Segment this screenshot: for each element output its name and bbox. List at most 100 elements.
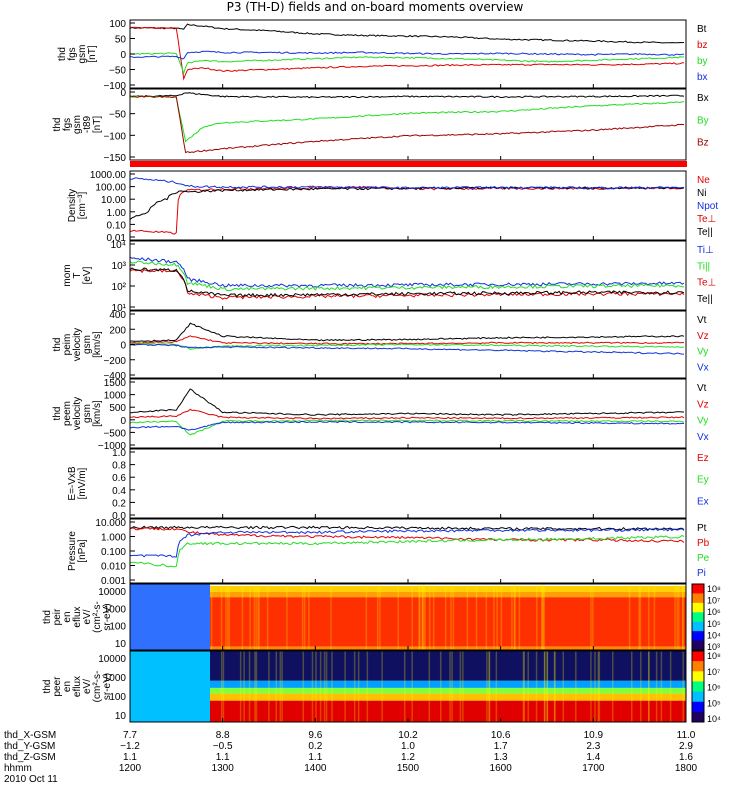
spectrogram-band [210, 687, 686, 694]
spectrogram-stripe [381, 651, 383, 722]
spectrogram-stripe [254, 651, 256, 722]
spectrogram-stripe [485, 584, 488, 650]
legend-label: Vx [697, 432, 709, 443]
y-tick-label: 0.4 [112, 486, 126, 497]
spectrogram-stripe [493, 584, 495, 650]
colorbar-frame [691, 650, 705, 723]
spectrogram-stripe [330, 584, 332, 650]
spectrogram-band [210, 651, 686, 681]
y-axis-label: thd [52, 118, 63, 132]
spectrogram-stripe [302, 651, 305, 722]
y-axis-label: -t89 [82, 115, 93, 133]
x-row-label: thd_Z-GSM [4, 752, 56, 763]
chart-title: P3 (TH-D) fields and on-board moments ov… [226, 0, 524, 14]
legend-label: Te|| [697, 227, 713, 238]
x-row-value: 9.6 [308, 730, 322, 741]
y-tick-label: 1.00 [107, 208, 127, 219]
y-tick-label: −500 [103, 428, 126, 439]
x-row-value: 11.0 [677, 730, 696, 741]
y-axis-label: en [62, 681, 73, 692]
spectrogram-stripe [466, 584, 469, 650]
spectrogram-stripe [554, 651, 556, 722]
spectrogram-stripe [315, 651, 317, 722]
x-row-label: hhmm [4, 763, 32, 774]
legend-label: Te⊥ [697, 278, 716, 289]
legend-label: Vx [697, 362, 709, 373]
series-Pi [129, 527, 685, 558]
spectrogram-band [210, 597, 686, 647]
spectrogram-stripe [365, 584, 368, 650]
x-row-value: 1.1 [308, 752, 322, 763]
y-tick-label: 0.0 [112, 511, 126, 522]
series-By [129, 95, 685, 143]
y-axis-label: [mV/m] [77, 467, 88, 499]
colorbar-segment [692, 711, 704, 723]
y-axis-label: eflux [72, 676, 83, 697]
colorbar-tick-label: 10⁶ [707, 683, 721, 693]
spectrogram-stripe [553, 651, 556, 722]
y-tick-label: 100 [109, 692, 126, 703]
spectrogram-stripe [540, 584, 543, 650]
legend-label: Vt [697, 383, 707, 394]
y-tick-label: −100 [103, 131, 126, 142]
colorbar-tick-label: 10⁸ [707, 584, 721, 594]
y-tick-label: 100.00 [95, 183, 126, 194]
spectrogram-stripe [682, 584, 684, 650]
spectrogram-stripe [268, 651, 270, 722]
spectrogram-band [210, 693, 686, 701]
y-axis-label: thd [57, 47, 68, 61]
colorbar-segment [692, 602, 704, 613]
spectrogram-stripe [421, 584, 424, 650]
y-tick-label: 10 [115, 639, 127, 650]
legend-label: bx [697, 72, 708, 83]
x-row-value: 8.8 [216, 730, 230, 741]
colorbar-tick-label: 10⁵ [707, 698, 721, 708]
panel-frame [129, 378, 687, 449]
spectrogram-stripe [239, 651, 242, 722]
spectrogram-stripe [379, 584, 381, 650]
x-row-value: 1.7 [494, 741, 508, 752]
spectrogram-band [210, 584, 686, 586]
spectrogram-stripe [255, 651, 258, 722]
y-axis-label: T [72, 272, 83, 278]
spectrogram-stripe [682, 651, 684, 722]
legend-label: Ey [697, 475, 709, 486]
series-bx [129, 50, 684, 60]
legend-label: Bz [697, 138, 709, 149]
y-axis-label: sr-eV) [102, 603, 113, 630]
legend-label: Pt [697, 523, 707, 534]
y-tick-label: −1000 [98, 441, 127, 452]
legend-label: Ni [697, 188, 706, 199]
panel-peim-velocity: 400 200 0 −200 −400 Vt Vz Vy Vx thd peim velocity gs… [52, 310, 709, 382]
panel-frame [129, 448, 687, 519]
series-Bz [129, 95, 685, 154]
y-tick-label: 0 [120, 50, 126, 61]
series-Ti|| [129, 260, 685, 292]
spectrogram-stripe [511, 584, 513, 650]
spectrogram-stripe [594, 651, 596, 722]
y-tick-label: 200 [109, 325, 126, 336]
y-axis-label: thd [52, 338, 63, 352]
x-row-value: 10.2 [398, 730, 418, 741]
spectrogram-stripe [249, 584, 251, 650]
x-row-value: 10.6 [491, 730, 511, 741]
panel-fgs: 100 50 0 −50 −100 Bt bz by bx thd fgs gsm [nT] [57, 19, 708, 92]
series-Vt [130, 322, 685, 342]
separator-band [130, 161, 687, 167]
spectrogram-stripe [266, 584, 269, 650]
spectrogram-stripe [353, 651, 356, 722]
legend-label: Vy [697, 347, 708, 358]
y-tick-label: 0 [120, 88, 126, 99]
spectrogram-stripe [210, 584, 213, 650]
series-Vy [129, 419, 685, 436]
spectrogram-stripe [243, 651, 245, 722]
legend-label: Bt [697, 24, 707, 35]
y-tick-label: 10¹ [112, 303, 127, 314]
series-Ni [129, 186, 685, 220]
y-tick-label: 0.01 [107, 233, 127, 244]
y-axis-label: [eV] [82, 266, 93, 284]
spectrogram-stripe [451, 651, 453, 722]
legend-label: Bx [697, 93, 709, 104]
